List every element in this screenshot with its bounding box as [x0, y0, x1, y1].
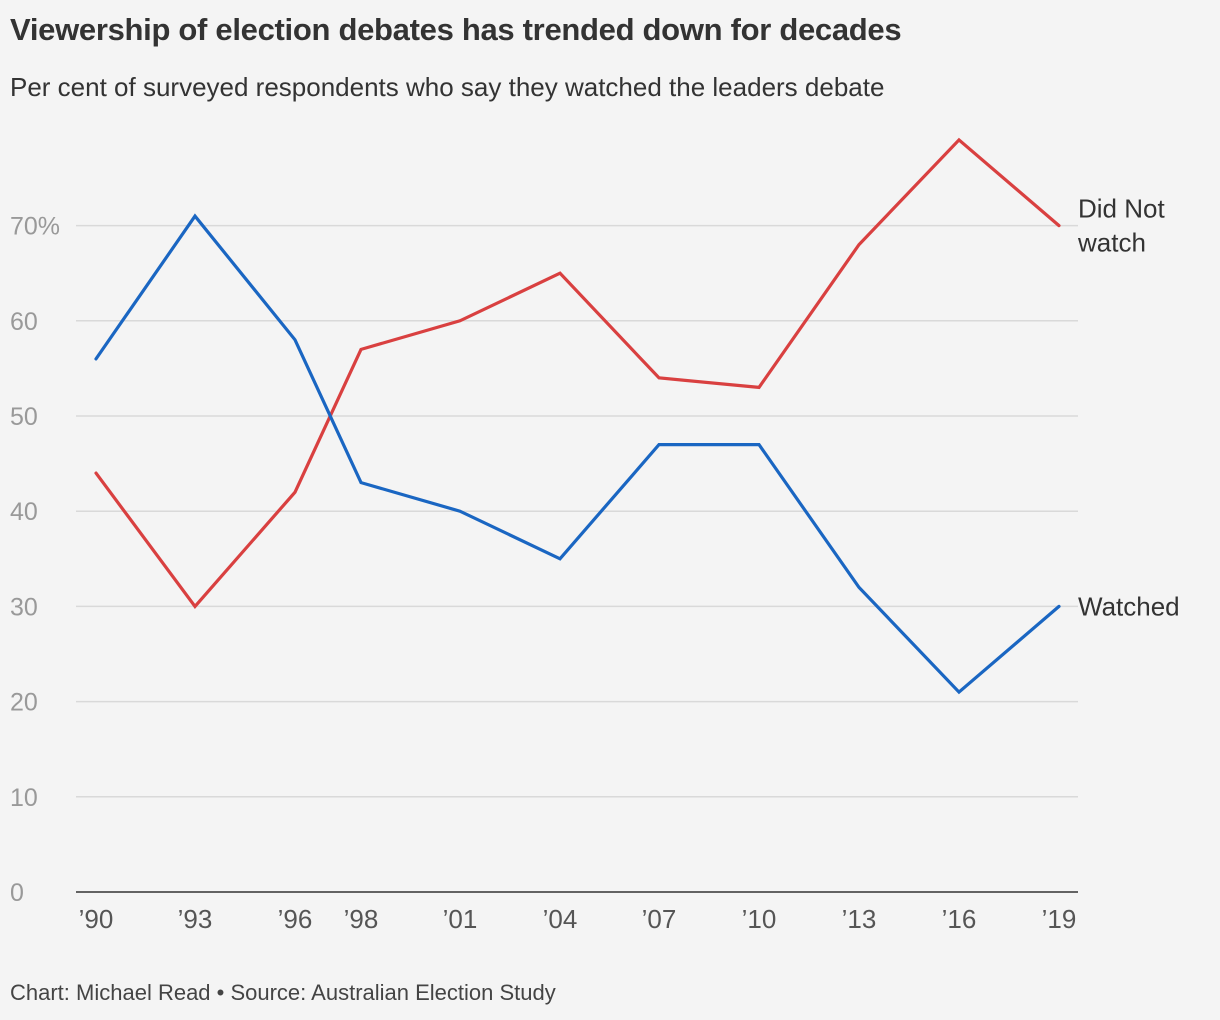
gridlines [76, 224, 1078, 893]
x-tick-label: ’90 [79, 904, 114, 934]
x-tick-label: ’93 [178, 904, 213, 934]
x-tick-label: ’98 [344, 904, 379, 934]
x-tick-label: ’01 [443, 904, 478, 934]
y-tick-label: 0 [10, 879, 24, 907]
chart-title: Viewership of election debates has trend… [10, 12, 902, 47]
series-label: Watched [1078, 591, 1180, 621]
y-tick-label: 70% [10, 213, 60, 241]
series-label: watch [1077, 228, 1146, 258]
x-tick-label: ’13 [842, 904, 877, 934]
x-tick-label: ’10 [742, 904, 777, 934]
y-axis-ticks: 0 10 20 30 40 50 60 70% [10, 213, 60, 907]
x-tick-label: ’19 [1042, 904, 1077, 934]
series-labels: Did Not watch Watched [1077, 194, 1180, 622]
x-tick-label: ’96 [278, 904, 313, 934]
chart-subtitle: Per cent of surveyed respondents who say… [10, 72, 885, 102]
series-label: Did Not [1078, 194, 1165, 224]
series-line-watched [94, 213, 1061, 695]
y-tick-label: 40 [10, 498, 38, 526]
chart-credit: Chart: Michael Read • Source: Australian… [10, 980, 556, 1005]
x-tick-label: ’07 [642, 904, 677, 934]
x-tick-label: ’16 [942, 904, 977, 934]
y-tick-label: 10 [10, 784, 38, 812]
y-tick-label: 60 [10, 308, 38, 336]
x-axis-ticks: ’90 ’93 ’96 ’98 ’01 ’04 ’07 ’10 ’13 ’16 ’19 [79, 904, 1077, 934]
y-tick-label: 20 [10, 689, 38, 717]
x-tick-label: ’04 [543, 904, 578, 934]
series-lines [94, 137, 1061, 695]
y-tick-label: 50 [10, 403, 38, 431]
y-tick-label: 30 [10, 593, 38, 621]
